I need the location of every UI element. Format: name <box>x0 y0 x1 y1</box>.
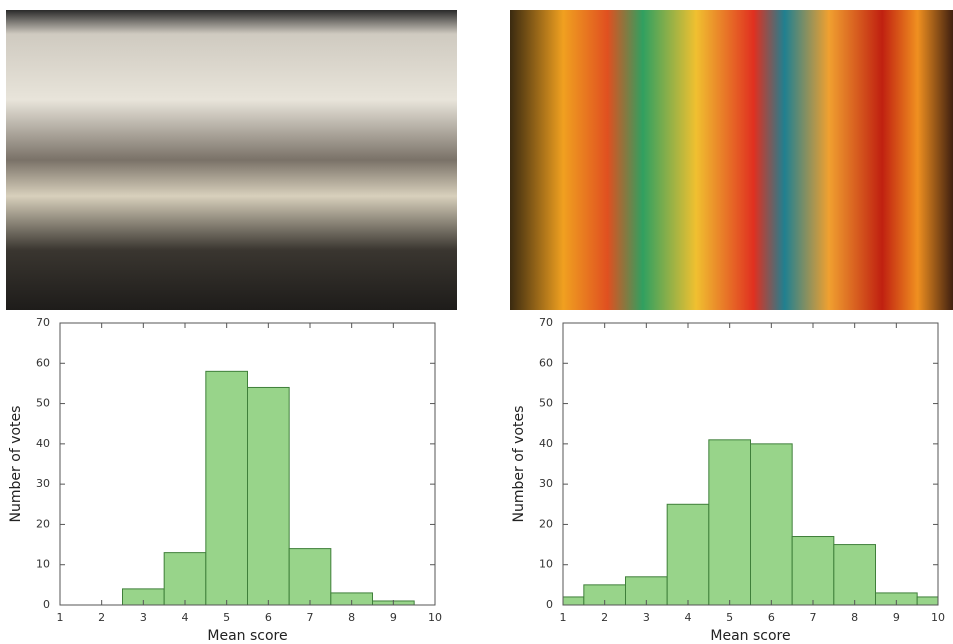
y-tick-label: 30 <box>36 477 50 490</box>
y-tick-label: 50 <box>539 397 553 410</box>
figure: 01020304050607012345678910Mean scoreNumb… <box>0 0 953 644</box>
x-tick-label: 7 <box>307 611 314 624</box>
x-tick-label: 5 <box>223 611 230 624</box>
y-tick-label: 30 <box>539 477 553 490</box>
x-tick-label: 7 <box>810 611 817 624</box>
x-tick-label: 6 <box>265 611 272 624</box>
x-tick-label: 5 <box>726 611 733 624</box>
x-tick-label: 6 <box>768 611 775 624</box>
x-tick-label: 1 <box>560 611 567 624</box>
bar <box>792 537 834 605</box>
y-tick-label: 20 <box>539 517 553 530</box>
y-tick-label: 70 <box>36 316 50 329</box>
y-axis-label: Number of votes <box>8 406 24 523</box>
bar <box>751 444 793 605</box>
y-tick-label: 40 <box>539 437 553 450</box>
y-tick-label: 0 <box>43 598 50 611</box>
y-axis-label: Number of votes <box>511 406 527 523</box>
x-tick-label: 4 <box>685 611 692 624</box>
x-tick-label: 8 <box>348 611 355 624</box>
x-tick-label: 4 <box>182 611 189 624</box>
charts: 01020304050607012345678910Mean scoreNumb… <box>0 0 953 644</box>
bar <box>709 440 751 605</box>
y-tick-label: 70 <box>539 316 553 329</box>
x-tick-label: 10 <box>428 611 442 624</box>
y-tick-label: 50 <box>36 397 50 410</box>
bar <box>248 387 290 605</box>
x-tick-label: 3 <box>140 611 147 624</box>
x-tick-label: 9 <box>893 611 900 624</box>
x-tick-label: 1 <box>57 611 64 624</box>
bar <box>563 597 584 605</box>
x-tick-label: 8 <box>851 611 858 624</box>
bar <box>917 597 938 605</box>
bar <box>206 371 248 605</box>
y-tick-label: 0 <box>546 598 553 611</box>
x-tick-label: 10 <box>931 611 945 624</box>
x-tick-label: 9 <box>390 611 397 624</box>
bar <box>834 545 876 605</box>
y-tick-label: 10 <box>36 558 50 571</box>
bar <box>164 553 206 605</box>
x-axis-label: Mean score <box>207 628 287 644</box>
x-tick-label: 2 <box>601 611 608 624</box>
y-tick-label: 60 <box>539 356 553 369</box>
x-axis-label: Mean score <box>710 628 790 644</box>
bar <box>667 504 709 605</box>
y-tick-label: 40 <box>36 437 50 450</box>
y-tick-label: 10 <box>539 558 553 571</box>
x-tick-label: 2 <box>98 611 105 624</box>
bar <box>289 549 331 605</box>
y-tick-label: 20 <box>36 517 50 530</box>
y-tick-label: 60 <box>36 356 50 369</box>
x-tick-label: 3 <box>643 611 650 624</box>
